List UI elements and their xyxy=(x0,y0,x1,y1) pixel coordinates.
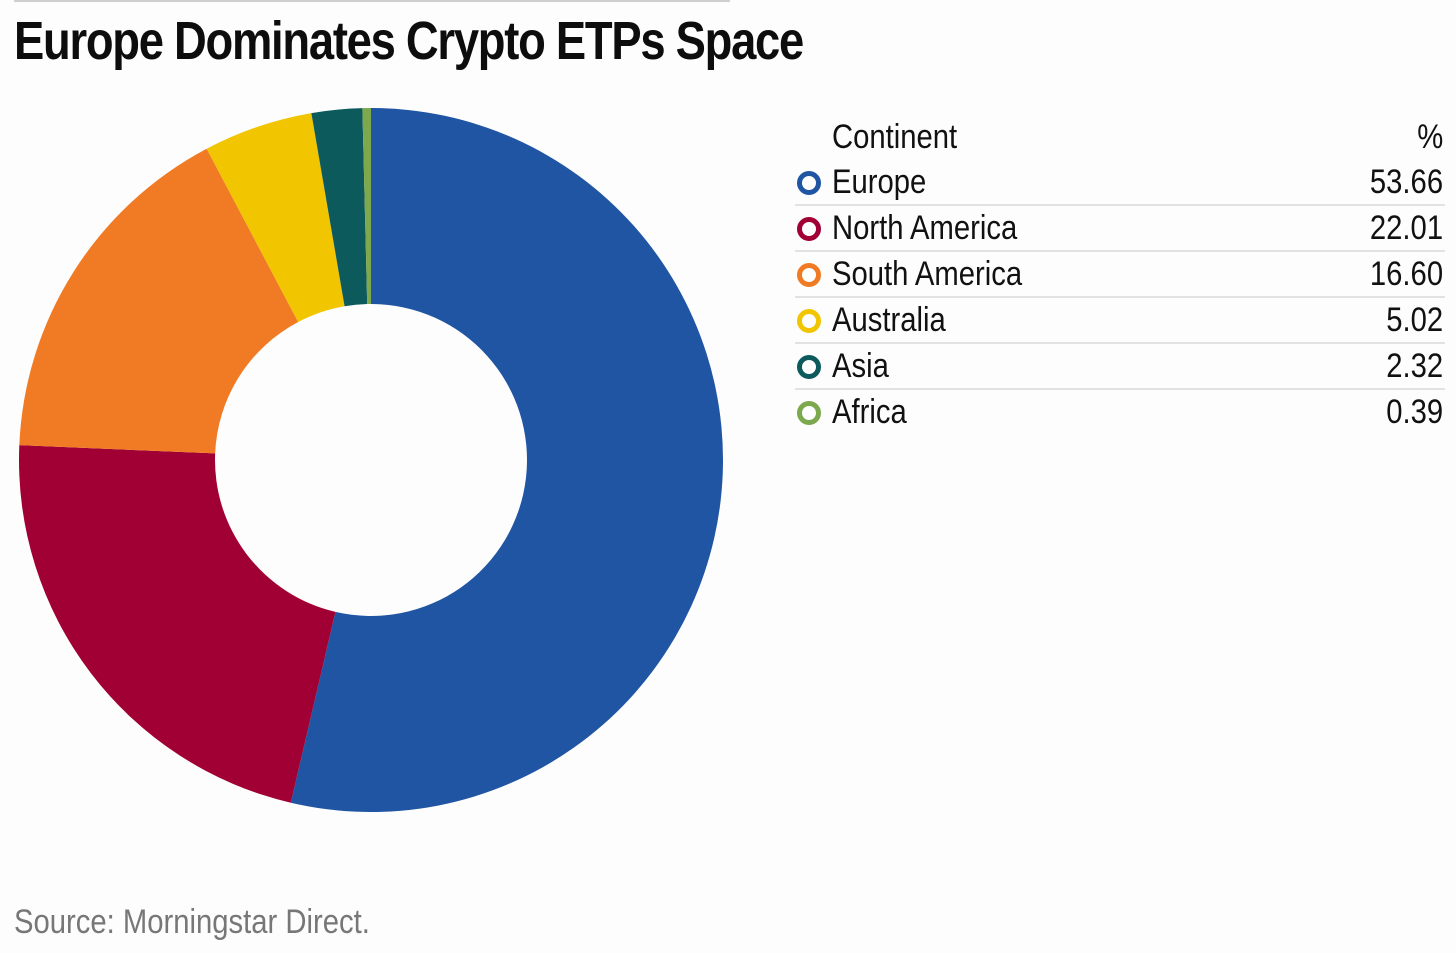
chart-title: Europe Dominates Crypto ETPs Space xyxy=(14,11,804,71)
donut-slice-australia xyxy=(206,113,345,323)
legend-value-north-america: 22.01 xyxy=(1369,208,1443,247)
legend-label-north-america: North America xyxy=(832,208,1018,247)
legend-value-europe: 53.66 xyxy=(1369,162,1443,201)
legend-row-asia: Asia 2.32 xyxy=(795,342,1445,388)
source-note: Source: Morningstar Direct. xyxy=(14,903,370,941)
top-rule xyxy=(14,0,730,2)
legend-table: Continent % Europe 53.66 North America 22.0… xyxy=(795,114,1445,434)
donut-slice-europe xyxy=(290,108,723,813)
donut-slice-south-america xyxy=(19,148,299,454)
legend-marker-europe xyxy=(797,171,821,195)
donut-slice-asia xyxy=(311,108,368,307)
legend-label-south-america: South America xyxy=(832,254,1023,293)
legend-marker-asia xyxy=(797,355,821,379)
legend-label-europe: Europe xyxy=(832,162,927,201)
legend-value-australia: 5.02 xyxy=(1386,300,1443,339)
legend-rows: Europe 53.66 North America 22.01 South Ameri… xyxy=(795,160,1445,434)
legend-label-africa: Africa xyxy=(832,392,907,431)
legend-label-asia: Asia xyxy=(832,346,889,385)
legend-header-label: Continent xyxy=(832,117,958,156)
legend-row-europe: Europe 53.66 xyxy=(795,160,1445,204)
legend-header: Continent % xyxy=(795,114,1445,160)
legend-value-south-america: 16.60 xyxy=(1369,254,1443,293)
legend-label-australia: Australia xyxy=(832,300,946,339)
donut-slice-africa xyxy=(362,108,371,305)
legend-row-south-america: South America 16.60 xyxy=(795,250,1445,296)
legend-marker-africa xyxy=(797,401,821,425)
donut-slice-north-america xyxy=(18,445,336,803)
legend-value-asia: 2.32 xyxy=(1386,346,1443,385)
legend-header-value: % xyxy=(1416,117,1443,156)
legend-value-africa: 0.39 xyxy=(1386,392,1443,431)
legend-marker-north-america xyxy=(797,217,821,241)
legend-row-africa: Africa 0.39 xyxy=(795,388,1445,434)
legend-row-australia: Australia 5.02 xyxy=(795,296,1445,342)
legend-marker-south-america xyxy=(797,263,821,287)
legend-row-north-america: North America 22.01 xyxy=(795,204,1445,250)
legend-marker-australia xyxy=(797,309,821,333)
donut-chart xyxy=(18,108,723,813)
